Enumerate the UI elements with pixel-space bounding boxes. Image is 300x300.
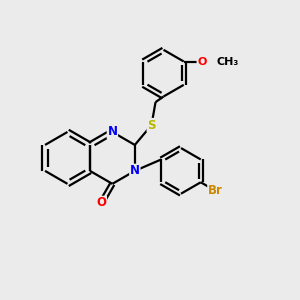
Text: O: O xyxy=(96,196,106,209)
Text: N: N xyxy=(130,164,140,177)
Text: S: S xyxy=(147,118,156,132)
Text: CH₃: CH₃ xyxy=(216,56,239,67)
Text: O: O xyxy=(197,56,207,67)
Text: N: N xyxy=(107,125,117,139)
Text: Br: Br xyxy=(208,184,223,197)
